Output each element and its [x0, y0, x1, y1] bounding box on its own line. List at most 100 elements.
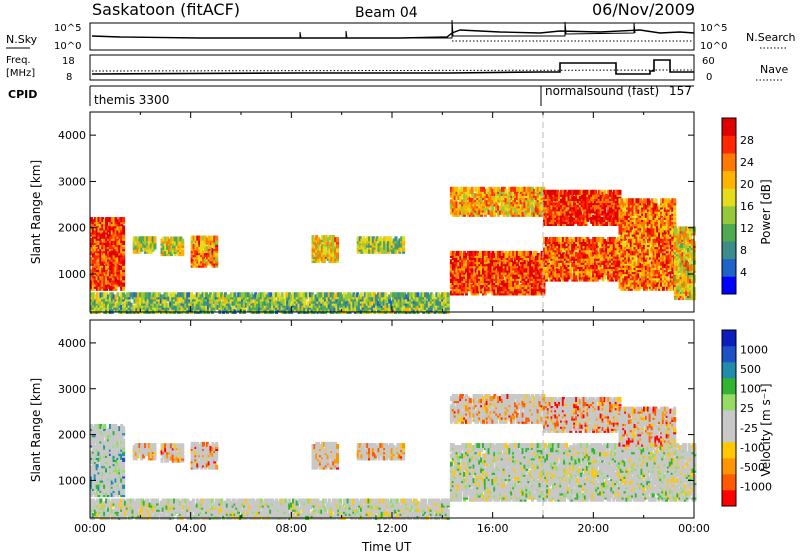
echo-cell — [97, 275, 101, 281]
echo-cell — [466, 265, 470, 271]
echo-cell — [588, 251, 592, 257]
echo-cell — [90, 304, 93, 310]
echo-cell — [322, 292, 326, 298]
echo-cell — [550, 245, 554, 251]
echo-cell — [529, 211, 533, 217]
echo-cell — [101, 275, 105, 281]
echo-cell — [616, 196, 620, 201]
echo-cell — [612, 237, 616, 242]
echo-cell — [556, 249, 560, 255]
echo-cell — [114, 235, 118, 241]
echo-cell — [385, 242, 389, 248]
echo-cell — [250, 292, 254, 298]
echo-cell — [225, 294, 229, 300]
echo-cell — [446, 296, 450, 302]
echo-cell — [521, 186, 525, 192]
echo-cell — [491, 250, 495, 256]
echo-cell — [367, 292, 371, 298]
echo-cell — [618, 212, 622, 218]
echo-cell — [175, 244, 179, 250]
echo-cell — [521, 271, 525, 277]
echo-cell — [491, 205, 495, 211]
echo-cell — [546, 200, 550, 206]
echo-cell — [601, 198, 605, 204]
echo-cell — [506, 282, 510, 288]
echo-cell — [455, 273, 459, 279]
echo-cell — [324, 249, 328, 255]
echo-cell — [544, 274, 548, 280]
echo-cell — [478, 265, 482, 271]
echo-cell — [609, 268, 613, 274]
echo-cell — [497, 250, 501, 256]
echo-cell — [519, 250, 523, 256]
echo-cell — [376, 300, 380, 306]
echo-cell — [90, 217, 93, 223]
nave-label: Nave — [760, 63, 788, 76]
echo-cell — [558, 243, 562, 249]
echo-cell — [622, 242, 626, 248]
echo-cell — [134, 240, 138, 246]
echo-cell — [529, 286, 533, 292]
echo-cell — [575, 189, 579, 195]
echo-cell — [203, 296, 207, 302]
echo-cell — [483, 250, 487, 256]
echo-cell — [380, 296, 384, 302]
echo-cell — [489, 284, 493, 290]
echo-cell — [502, 280, 506, 286]
echo-cell — [563, 241, 567, 247]
echo-cell — [571, 216, 575, 222]
echo-cell — [317, 237, 321, 243]
echo-cell — [506, 269, 510, 275]
echo-cell — [375, 294, 378, 300]
echo-cell — [548, 276, 552, 282]
echo-cell — [529, 250, 533, 256]
echo-cell — [540, 203, 544, 209]
echo-cell — [624, 221, 628, 227]
echo-cell — [399, 292, 403, 298]
echo-cell — [319, 239, 322, 245]
echo-cell — [165, 292, 169, 298]
echo-cell — [622, 202, 626, 208]
echo-cell — [567, 247, 571, 253]
echo-cell — [91, 273, 95, 279]
echo-cell — [237, 296, 241, 302]
echo-cell — [239, 292, 243, 298]
echo-cell — [607, 255, 611, 261]
echo-cell — [120, 265, 124, 270]
echo-cell — [342, 304, 346, 310]
echo-cell — [614, 218, 618, 224]
echo-cell — [616, 249, 620, 255]
echo-cell — [211, 248, 215, 254]
echo-cell — [99, 267, 103, 273]
echo-cell — [400, 246, 404, 252]
echo-cell — [354, 294, 358, 300]
echo-cell — [171, 298, 175, 304]
echo-cell — [229, 292, 233, 298]
echo-cell — [416, 296, 420, 302]
echo-cell — [252, 302, 256, 308]
echo-cell — [580, 214, 584, 220]
echo-cell — [536, 186, 540, 192]
echo-cell — [609, 189, 613, 195]
echo-cell — [459, 197, 463, 203]
echo-cell — [158, 292, 161, 298]
echo-cell — [141, 298, 144, 304]
echo-cell — [122, 229, 126, 235]
echo-cell — [387, 246, 390, 252]
echo-cell — [105, 285, 109, 291]
echo-cell — [384, 304, 388, 310]
echo-cell — [195, 292, 199, 298]
echo-cell — [470, 288, 474, 294]
echo-cell — [356, 292, 360, 298]
echo-cell — [118, 254, 122, 260]
echo-cell — [618, 202, 622, 208]
echo-cell — [200, 241, 204, 247]
echo-cell — [508, 186, 512, 192]
echo-cell — [534, 205, 538, 211]
echo-cell — [90, 237, 93, 243]
echo-cell — [399, 300, 403, 306]
echo-cell — [131, 292, 135, 298]
echo-cell — [388, 294, 392, 300]
echo-cell — [519, 186, 523, 192]
